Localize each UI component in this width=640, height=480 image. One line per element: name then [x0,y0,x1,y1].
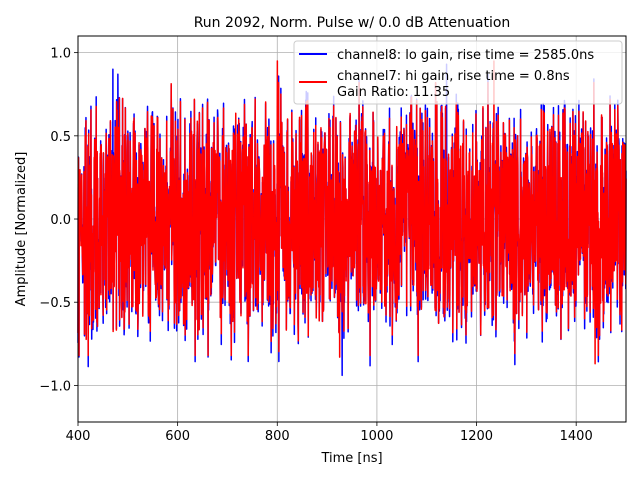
y-tick-label: −0.5 [39,296,71,311]
x-tick-label: 400 [66,429,91,444]
ticks: 400 600 800 1000 1200 1400 −1.0 −0.5 0.0 0.5 1.0 [39,47,592,444]
legend: channel8: lo gain, rise time = 2585.0ns … [293,40,623,105]
x-tick-label: 800 [265,429,290,444]
y-tick-label: 0.0 [50,213,71,228]
traces [77,60,627,377]
y-tick-label: 0.5 [50,130,71,145]
legend-box [293,40,623,105]
x-tick-label: 1200 [460,429,493,444]
y-tick-label: 1.0 [50,47,71,62]
series-channel7-line [77,60,627,365]
y-axis-label: Amplitude [Normalized] [14,152,29,307]
y-tick-label: −1.0 [39,379,71,394]
chart-title: Run 2092, Norm. Pulse w/ 0.0 dB Attenuat… [194,15,511,31]
legend-label-channel8: channel8: lo gain, rise time = 2585.0ns [337,48,594,63]
legend-annotation-gain-ratio: Gain Ratio: 11.35 [337,85,450,100]
x-tick-label: 600 [165,429,190,444]
x-tick-label: 1400 [560,429,593,444]
x-axis-label: Time [ns] [320,451,382,466]
x-tick-label: 1000 [360,429,393,444]
axes-frame [77,35,627,423]
legend-label-channel7: channel7: hi gain, rise time = 0.8ns [337,69,570,84]
